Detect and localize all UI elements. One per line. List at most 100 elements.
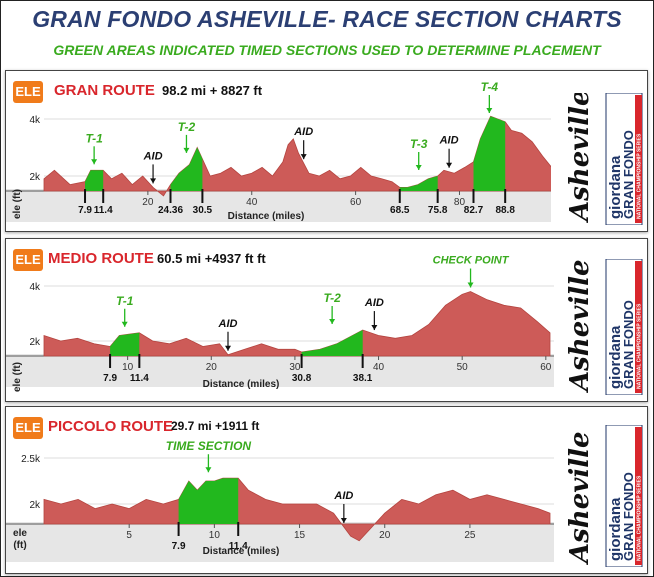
aid-arrowhead bbox=[300, 154, 307, 160]
x-tick-label: 20 bbox=[142, 197, 154, 208]
x-tick-label: 40 bbox=[373, 362, 385, 373]
gran-route-panel: ELE GRAN ROUTE 98.2 mi + 8827 ft 4k 2k T-1… bbox=[5, 70, 648, 232]
medio-route-elevation-chart: 4k 2k T-1 T-2 7.9 11.4 30.8 38.1 10 20 30 40 50 60 AID… bbox=[6, 255, 554, 392]
section-tick-label: 38.1 bbox=[353, 373, 373, 384]
route-name: MEDIO ROUTE bbox=[48, 250, 154, 267]
x-tick-label: 15 bbox=[294, 530, 306, 541]
timed-section-arrowhead bbox=[91, 159, 98, 165]
aid-arrowhead bbox=[371, 325, 378, 331]
timed-section-area bbox=[110, 332, 140, 356]
aid-arrowhead bbox=[150, 178, 157, 184]
aid-station-label: AID bbox=[218, 318, 238, 330]
y-tick-label: 2k bbox=[29, 337, 41, 348]
y-tick-label: 2.5k bbox=[21, 454, 41, 465]
section-tick-label: 7.9 bbox=[103, 373, 117, 384]
x-tick-label: 60 bbox=[540, 362, 552, 373]
y-axis-title: ele (ft) bbox=[12, 362, 23, 392]
aid-station-label: AID bbox=[333, 490, 353, 502]
timed-section-arrowhead bbox=[183, 147, 190, 153]
x-tick-label: 20 bbox=[206, 362, 218, 373]
timed-section-area bbox=[178, 478, 239, 524]
y-tick-label: 4k bbox=[29, 282, 41, 293]
checkpoint-arrowhead bbox=[467, 282, 474, 288]
ele-badge: ELE bbox=[13, 249, 43, 271]
aid-arrowhead bbox=[340, 518, 347, 523]
terrain-area bbox=[43, 477, 551, 542]
piccolo-route-elevation-chart: 2.5k 2k TIME SECTION 7.9 11.4 5 10 15 20 25 AID Dis… bbox=[6, 439, 554, 562]
logo-brand: giordana bbox=[607, 325, 624, 389]
x-tick-label: 50 bbox=[457, 362, 469, 373]
x-axis-title: Distance (miles) bbox=[228, 211, 305, 222]
axis-band bbox=[6, 354, 554, 387]
aid-station-label: AID bbox=[364, 297, 384, 309]
x-axis-title: Distance (miles) bbox=[203, 379, 280, 390]
logo-event: GRAN FONDO bbox=[621, 130, 636, 219]
y-tick-label: 2k bbox=[29, 500, 41, 511]
asheville-giordana-logo: Asheville giordana GRAN FONDO NATIONAL CHAM… bbox=[558, 89, 646, 226]
route-stats: 60.5 mi +4937 ft ft bbox=[157, 251, 266, 266]
logo-event: GRAN FONDO bbox=[621, 472, 636, 561]
axis-band bbox=[6, 522, 554, 562]
logo-stripe bbox=[635, 427, 642, 565]
timed-section-label: T-4 bbox=[481, 80, 499, 94]
ele-badge: ELE bbox=[13, 81, 43, 103]
section-tick-label: 7.9 bbox=[172, 541, 186, 552]
timed-section-label: T-1 bbox=[85, 131, 103, 145]
y-tick-label: 2k bbox=[29, 172, 41, 183]
x-tick-label: 40 bbox=[246, 197, 258, 208]
page-title: GRAN FONDO ASHEVILLE- RACE SECTION CHART… bbox=[32, 6, 622, 32]
logo-word: Asheville bbox=[565, 259, 595, 394]
aid-station-label: AID bbox=[293, 126, 313, 138]
axis-band bbox=[6, 189, 551, 222]
section-tick-label: 82.7 bbox=[464, 205, 484, 216]
x-tick-label: 5 bbox=[126, 530, 132, 541]
y-axis-title: ele bbox=[13, 528, 27, 539]
section-tick-label: 11.4 bbox=[130, 373, 149, 384]
y-axis-title: ele (ft) bbox=[12, 189, 23, 219]
section-tick-label: 88.8 bbox=[495, 205, 515, 216]
checkpoint-label: CHECK POINT bbox=[433, 255, 510, 267]
x-tick-label: 30 bbox=[289, 362, 301, 373]
timed-section-arrowhead bbox=[329, 319, 336, 324]
timed-section-label: T-3 bbox=[410, 137, 428, 151]
section-tick-label: 24.36 bbox=[158, 205, 183, 216]
section-tick-label: 30.5 bbox=[193, 205, 213, 216]
timed-section-label: TIME SECTION bbox=[166, 439, 252, 453]
timed-section-label: T-2 bbox=[323, 291, 341, 305]
timed-section-area bbox=[170, 147, 203, 191]
section-tick-label: 11.4 bbox=[229, 541, 248, 552]
logo-brand: giordana bbox=[607, 497, 624, 561]
medio-route-panel: ELE MEDIO ROUTE 60.5 mi +4937 ft ft 4k 2k… bbox=[5, 238, 648, 402]
aid-station-label: AID bbox=[439, 135, 459, 147]
x-tick-label: 60 bbox=[350, 197, 362, 208]
route-name: PICCOLO ROUTE bbox=[48, 418, 174, 435]
logo-stripe bbox=[635, 95, 642, 223]
gran-route-elevation-chart: 4k 2k T-1 T-2 T-3 T-4 7.9 11.4 24.36 30.5 68.5 75.8… bbox=[6, 80, 551, 222]
timed-section-arrowhead bbox=[486, 108, 493, 113]
aid-station-label: AID bbox=[143, 150, 163, 162]
logo-stripe bbox=[635, 261, 642, 393]
x-axis-title: Distance (miles) bbox=[203, 546, 280, 557]
timed-section-arrowhead bbox=[205, 467, 212, 473]
x-tick-label: 10 bbox=[122, 362, 134, 373]
timed-section-area bbox=[473, 116, 506, 191]
page-subtitle: GREEN AREAS INDICATED TIMED SECTIONS USE… bbox=[53, 42, 601, 58]
section-tick-label: 75.8 bbox=[428, 205, 448, 216]
ele-badge: ELE bbox=[13, 417, 43, 439]
x-tick-label: 10 bbox=[209, 530, 221, 541]
logo-series: NATIONAL CHAMPIONSHIP SERIES bbox=[637, 475, 643, 561]
aid-arrowhead bbox=[225, 345, 231, 351]
terrain-area bbox=[43, 115, 551, 197]
section-tick-label: 7.9 bbox=[78, 205, 92, 216]
piccolo-route-panel: ELE PICCOLO ROUTE 29.7 mi +1911 ft 2.5k 2… bbox=[5, 406, 648, 574]
asheville-giordana-logo: Asheville giordana GRAN FONDO NATIONAL CHAM… bbox=[558, 258, 646, 396]
x-tick-label: 80 bbox=[454, 197, 466, 208]
timed-section-label: T-2 bbox=[178, 120, 196, 134]
logo-word: Asheville bbox=[565, 431, 595, 566]
timed-section-arrowhead bbox=[415, 165, 422, 170]
logo-brand: giordana bbox=[607, 155, 624, 219]
logo-series: NATIONAL CHAMPIONSHIP SERIES bbox=[637, 133, 643, 219]
